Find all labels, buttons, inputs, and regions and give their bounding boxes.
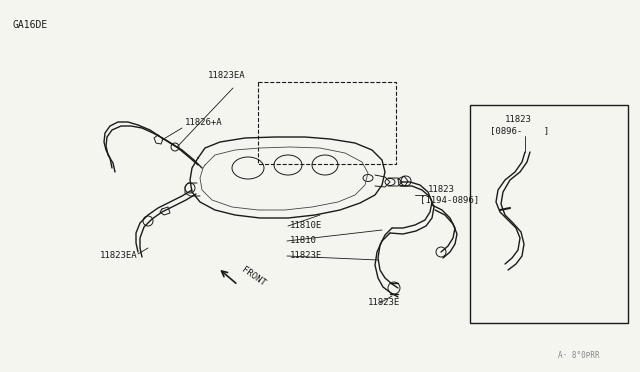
Text: 11826+A: 11826+A [185,118,223,127]
Text: 11823E: 11823E [290,251,323,260]
Bar [470,105,628,323]
Text: FRONT: FRONT [240,265,267,288]
Text: 11810: 11810 [290,236,317,245]
Text: 11823EA: 11823EA [208,71,246,80]
Text: [1194-0896]: [1194-0896] [420,195,479,204]
Text: 11823EA: 11823EA [100,251,138,260]
Text: 11823E: 11823E [368,298,400,307]
Text: 11823: 11823 [428,185,455,194]
Text: A· 8°0ΡRR: A· 8°0ΡRR [558,351,600,360]
Text: GA16DE: GA16DE [12,20,47,30]
Text: 11823: 11823 [505,115,532,124]
Bar [258,82,396,164]
Text: 11810E: 11810E [290,221,323,230]
Text: [0896-    ]: [0896- ] [490,126,549,135]
